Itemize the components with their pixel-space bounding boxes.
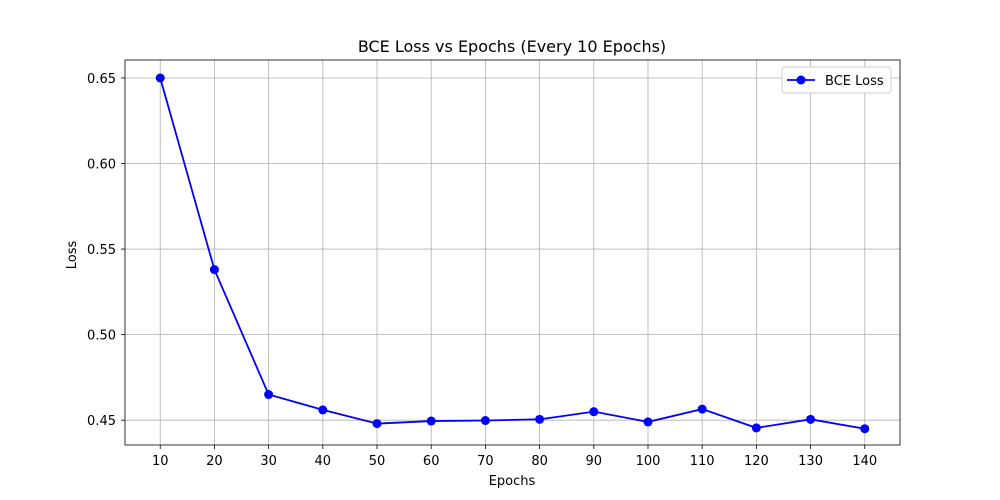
y-tick-label: 0.55	[87, 243, 116, 258]
data-point	[426, 416, 436, 426]
data-point	[480, 416, 490, 426]
data-point	[860, 424, 870, 434]
data-point	[751, 423, 761, 433]
x-axis-ticks: 10 20 30 40 50 60 70 80 90 100 110 120 130 140	[152, 445, 877, 469]
data-point	[155, 73, 165, 83]
legend: BCE Loss	[781, 66, 892, 94]
chart-title: BCE Loss vs Epochs (Every 10 Epochs)	[358, 37, 666, 56]
x-tick-label: 140	[852, 454, 877, 469]
x-tick-label: 100	[636, 454, 661, 469]
x-tick-label: 60	[423, 454, 440, 469]
series-layer	[155, 73, 870, 434]
x-tick-label: 120	[744, 454, 769, 469]
y-axis-label: Loss	[65, 241, 80, 270]
plot-frame	[124, 59, 901, 446]
legend-label: BCE Loss	[825, 74, 884, 89]
y-axis-ticks: 0.45 0.50 0.55 0.60 0.65	[87, 72, 125, 429]
x-tick-label: 110	[690, 454, 715, 469]
data-point	[209, 265, 219, 275]
y-tick-label: 0.50	[87, 329, 116, 344]
data-point	[372, 419, 382, 429]
legend-box	[781, 66, 892, 94]
legend-marker	[796, 75, 806, 85]
data-point	[806, 414, 816, 424]
y-tick-label: 0.65	[87, 72, 116, 87]
data-point	[535, 414, 545, 424]
grid	[125, 60, 900, 445]
series-line	[159, 77, 865, 430]
data-point	[589, 407, 599, 417]
x-tick-label: 130	[798, 454, 823, 469]
y-tick-label: 0.60	[87, 158, 116, 173]
x-tick-label: 30	[260, 454, 277, 469]
data-point	[318, 405, 328, 415]
x-tick-label: 50	[369, 454, 386, 469]
data-point	[264, 390, 274, 400]
x-tick-label: 40	[315, 454, 332, 469]
data-point	[697, 404, 707, 414]
axes	[124, 59, 901, 446]
x-tick-label: 80	[531, 454, 548, 469]
x-tick-label: 20	[206, 454, 223, 469]
y-tick-label: 0.45	[87, 414, 116, 429]
data-point	[643, 417, 653, 427]
x-axis-label: Epochs	[489, 474, 536, 489]
x-tick-label: 10	[152, 454, 169, 469]
x-tick-label: 90	[586, 454, 603, 469]
x-tick-label: 70	[477, 454, 494, 469]
